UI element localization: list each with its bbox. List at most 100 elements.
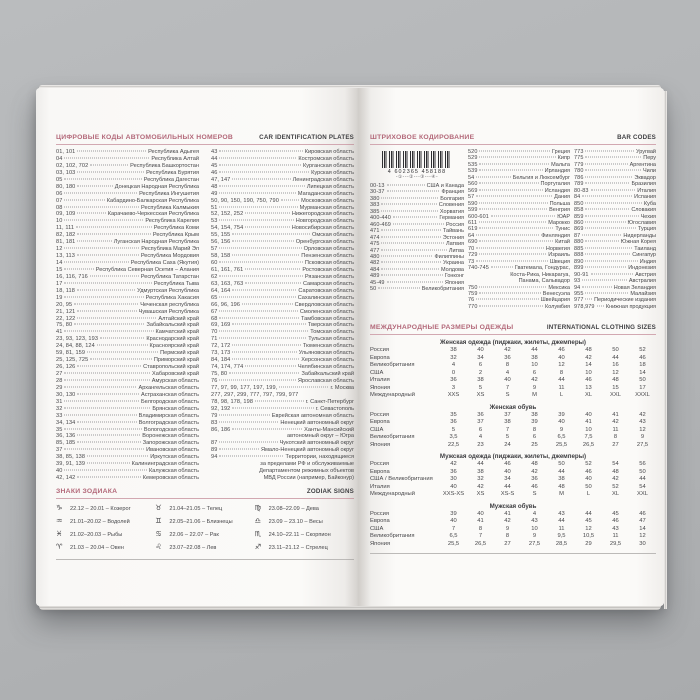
- size-value: 10: [531, 525, 538, 532]
- region-name: Республика Калмыкия: [141, 204, 199, 211]
- size-value: 8: [505, 362, 510, 369]
- code-value: 38, 85, 138: [56, 454, 86, 461]
- code-value: 84, 184: [211, 357, 231, 364]
- zodiac-row: ♑ 22.12 – 20.01 – Козерог: [56, 502, 155, 515]
- list-item: 50 Великобритания: [370, 286, 464, 292]
- dot-leader: [590, 189, 636, 191]
- size-value: 26,5: [474, 540, 487, 547]
- barcode-country-list: 4 602365 458188 -①---②---③---④- 00-13 СШ…: [370, 149, 656, 310]
- list-item: 21, 121 Чувашская Республика: [56, 309, 199, 316]
- code-value: 740-745: [468, 265, 489, 272]
- size-value: M: [559, 491, 564, 498]
- code-value: 73: [468, 258, 475, 265]
- car-codes-column-1: 01, 101 Республика Адыгея 04 Республика …: [56, 149, 199, 482]
- region-name: Словения: [438, 202, 464, 209]
- dot-leader: [279, 386, 329, 388]
- code-value: 46: [211, 169, 218, 176]
- size-value: 8: [478, 525, 483, 532]
- list-item: 277, 297, 299, 777, 797, 799, 977: [211, 392, 354, 399]
- size-value: 36: [450, 419, 457, 426]
- size-value: 34: [504, 476, 511, 483]
- size-table-row: Европа 40 41 42 43 44 45 46 47: [370, 518, 656, 526]
- region-name: Эквадор: [634, 174, 656, 181]
- size-region-label: Европа: [370, 354, 390, 361]
- zodiac-row: ♈ 21.03 – 20.04 – Овен: [56, 541, 155, 554]
- region-name: Индия: [639, 258, 656, 265]
- list-item: 22, 122 Алтайский край: [56, 316, 199, 323]
- code-value: 899: [574, 265, 584, 272]
- size-value: 6: [478, 362, 483, 369]
- size-value: 28,5: [555, 540, 568, 547]
- code-value: 06: [56, 190, 63, 197]
- region-name: Кировская область: [304, 149, 354, 155]
- region-name: Украина: [443, 260, 464, 267]
- dot-leader: [64, 372, 150, 374]
- dot-leader: [232, 240, 294, 242]
- region-name: Тамбовская область: [300, 315, 354, 322]
- code-value: 484: [370, 266, 380, 273]
- zodiac-sign-icon: ♌: [155, 542, 162, 552]
- zodiac-dates-label: 23.09 – 23.10 – Весы: [268, 519, 323, 526]
- region-name: Болгария: [440, 195, 464, 202]
- size-table-row: Международный XXS-XS XS XS-S S M L XL XXL: [370, 491, 656, 499]
- list-item: 25, 125, 725 Приморский край: [56, 357, 199, 364]
- size-values: 6,5 7 8 9 9,5 10,5 11 12: [440, 533, 656, 541]
- region-name: Забайкальский край: [146, 322, 199, 329]
- region-name: Ставропольский край: [143, 364, 199, 371]
- region-name: Донецкая Народная Республика: [114, 183, 199, 190]
- dot-leader: [77, 171, 145, 173]
- list-item: 76 Ярославская область: [211, 378, 354, 385]
- code-value: 89: [211, 447, 218, 454]
- list-item: 03, 103 Республика Бурятия: [56, 170, 199, 177]
- region-name: Филиппины: [434, 253, 464, 260]
- size-value: 43: [531, 518, 538, 525]
- list-item: 535 Мальта: [468, 162, 570, 168]
- size-values: 30 32 34 36 38 40 42 44: [440, 476, 656, 484]
- code-value: 24, 84, 88, 124: [56, 343, 95, 350]
- region-name: Белгородская область: [140, 398, 199, 405]
- code-value: 977: [574, 297, 584, 304]
- dot-leader: [585, 150, 634, 152]
- code-value: 400-440: [370, 215, 391, 222]
- code-value: 87: [211, 440, 218, 447]
- code-value: 729: [468, 252, 478, 259]
- code-value: 850: [574, 200, 584, 207]
- size-value: 42: [531, 377, 538, 384]
- dot-leader: [585, 266, 627, 268]
- list-item: 489 Гонконг: [370, 273, 464, 279]
- region-name: Магаданская область: [297, 190, 354, 197]
- list-item: 12 Республика Марий Эл: [56, 246, 199, 253]
- code-value: 44: [211, 155, 218, 162]
- zodiac-dates-label: 24.10–22.11 – Скорпион: [268, 532, 331, 539]
- size-region-label: США: [370, 426, 384, 433]
- code-value: 83: [211, 419, 218, 426]
- region-name: Московская область: [301, 197, 354, 204]
- size-value: 7: [505, 426, 510, 433]
- list-item: 955 Малайзия: [574, 291, 656, 297]
- size-table-row: Европа 32 34 36 38 40 42 44 46: [370, 355, 656, 363]
- size-value: XXS-XS: [442, 491, 465, 498]
- size-table-row: Европа 36 38 40 42 44 46 48 50: [370, 469, 656, 477]
- size-value: 50: [612, 347, 619, 354]
- region-name: Астраханская область: [140, 391, 199, 398]
- list-item: 89 Ямало-Ненецкий автономный округ: [211, 447, 354, 454]
- code-value: 770: [468, 303, 478, 310]
- code-value: 59, 81, 159: [56, 350, 86, 357]
- size-value: 40: [558, 354, 565, 361]
- code-value: 29: [56, 384, 63, 391]
- code-value: 79: [211, 412, 218, 419]
- size-value: 42: [639, 411, 646, 418]
- list-item: 41 Камчатский край: [56, 329, 199, 336]
- code-value: 70: [468, 245, 475, 252]
- region-name: автономный округ – Югра: [287, 433, 354, 440]
- list-item: 81, 181 Луганская Народная Республика: [56, 239, 199, 246]
- size-value: 25,5: [447, 540, 460, 547]
- size-value: 36: [477, 411, 484, 418]
- size-value: 42: [477, 483, 484, 490]
- region-name: Территории, находящиеся: [285, 454, 354, 461]
- region-name: Новосибирская область: [291, 225, 354, 232]
- dot-leader: [219, 219, 294, 221]
- region-name: Амурская область: [151, 377, 199, 384]
- list-item: 890 Индия: [574, 259, 656, 265]
- size-value: 40: [450, 483, 457, 490]
